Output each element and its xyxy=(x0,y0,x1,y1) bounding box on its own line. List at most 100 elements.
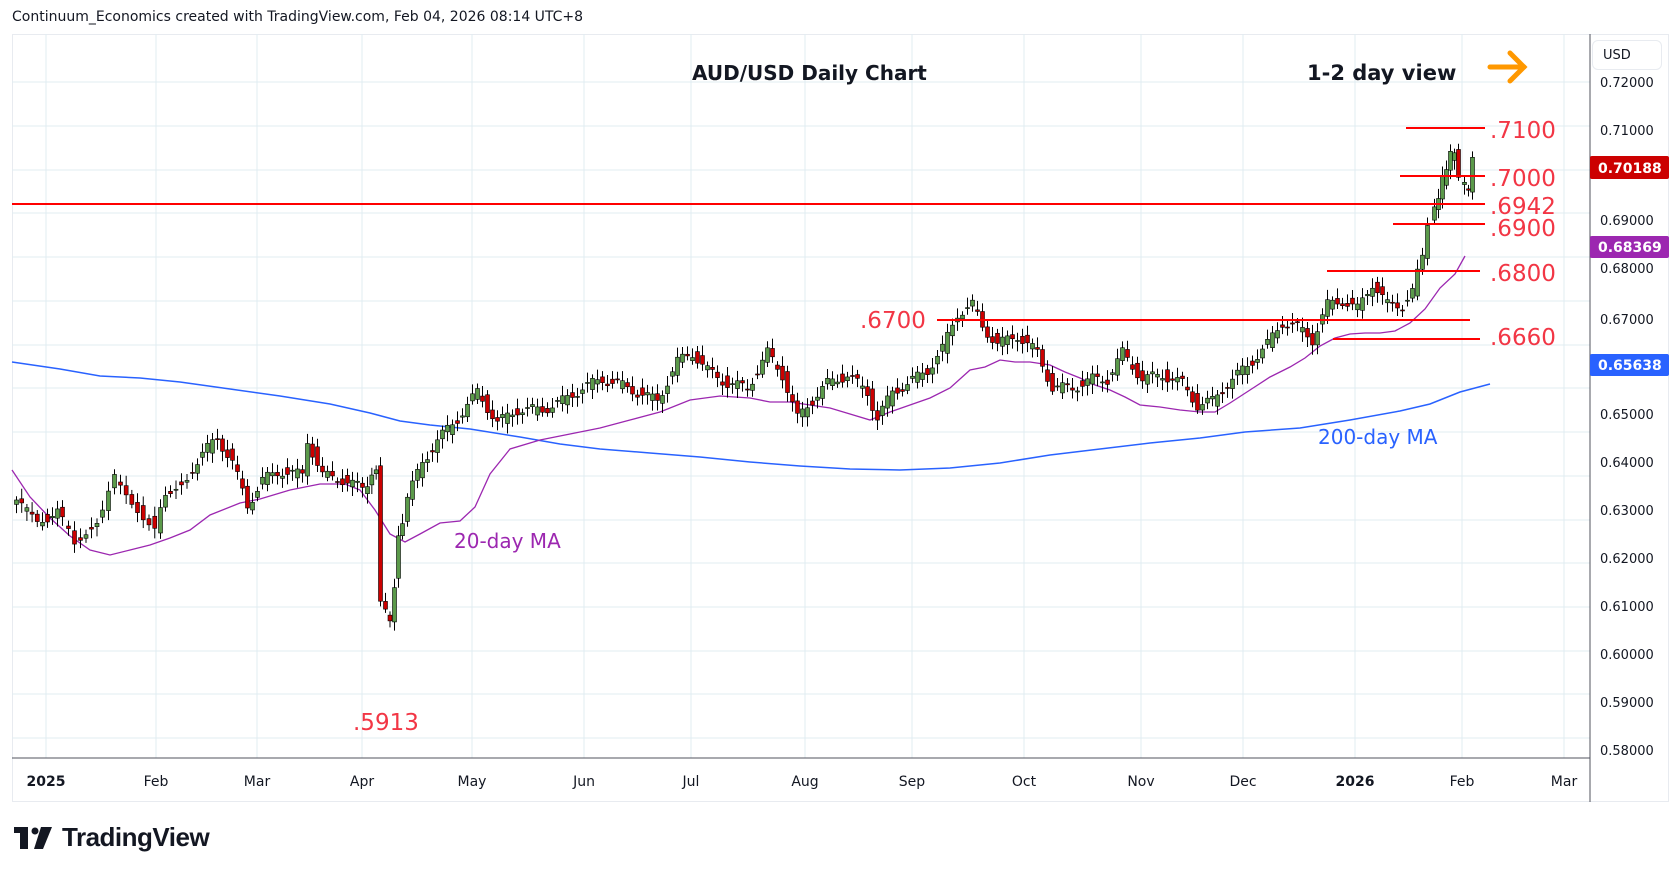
candle xyxy=(1115,358,1120,376)
candle xyxy=(235,464,240,472)
candle xyxy=(700,355,705,365)
candle xyxy=(1260,348,1265,359)
candle xyxy=(525,407,530,409)
candle xyxy=(645,392,650,396)
price-tick: 0.61000 xyxy=(1600,600,1654,615)
time-label: Apr xyxy=(350,774,374,790)
candle xyxy=(1365,294,1370,297)
tradingview-logo[interactable]: TradingView xyxy=(14,822,210,853)
support-resistance-levels xyxy=(12,127,1485,340)
candle xyxy=(1440,176,1445,200)
candle xyxy=(885,395,890,409)
candle xyxy=(405,496,410,522)
candle xyxy=(1135,362,1140,379)
candle xyxy=(1105,379,1110,385)
candle xyxy=(100,509,105,518)
candle xyxy=(795,400,800,414)
candle xyxy=(270,472,275,477)
candle xyxy=(140,505,146,521)
candle xyxy=(915,371,920,383)
candle xyxy=(595,379,600,385)
price-tick: 0.59000 xyxy=(1600,696,1654,711)
candle xyxy=(1375,281,1380,294)
candle xyxy=(1100,381,1105,384)
candle xyxy=(89,527,94,530)
candle xyxy=(1355,303,1360,311)
candle xyxy=(925,368,930,375)
candle xyxy=(225,449,230,458)
currency-selector[interactable]: USD xyxy=(1592,40,1662,70)
candle xyxy=(945,331,950,354)
candle xyxy=(1035,347,1040,350)
candle xyxy=(1290,322,1295,325)
candle xyxy=(625,382,630,388)
candle xyxy=(295,468,300,479)
candle xyxy=(1030,343,1035,350)
candle xyxy=(565,395,570,406)
candle xyxy=(310,443,315,458)
candle xyxy=(1195,393,1200,411)
candle xyxy=(470,393,475,402)
candle xyxy=(985,326,990,338)
candle xyxy=(1120,347,1125,361)
candle xyxy=(290,469,295,472)
candle xyxy=(1235,369,1240,376)
candle xyxy=(340,478,345,486)
candle xyxy=(280,475,285,479)
candle xyxy=(1330,299,1335,310)
candle xyxy=(112,474,117,489)
candle xyxy=(410,480,415,500)
candle xyxy=(94,523,100,527)
price-tick: 0.67000 xyxy=(1600,313,1654,328)
candle xyxy=(750,383,755,391)
candle xyxy=(50,516,55,519)
candle xyxy=(1285,326,1290,329)
candle xyxy=(585,382,590,384)
candle xyxy=(435,439,440,453)
candle xyxy=(510,414,515,418)
candle xyxy=(1045,369,1050,382)
candle xyxy=(710,367,715,370)
ma200-label: 200-day MA xyxy=(1318,425,1438,449)
candle xyxy=(400,523,405,536)
candle xyxy=(1452,152,1457,161)
ma20-label: 20-day MA xyxy=(454,529,561,553)
candle xyxy=(184,480,190,483)
candle xyxy=(735,380,740,389)
candle xyxy=(1005,335,1010,345)
candle xyxy=(1255,359,1260,363)
candle xyxy=(1250,360,1255,366)
price-tick: 0.65000 xyxy=(1600,408,1654,423)
candle xyxy=(560,395,565,405)
price-tick: 0.60000 xyxy=(1600,648,1654,663)
candle xyxy=(1130,364,1135,370)
candle xyxy=(1470,157,1475,193)
candle xyxy=(1040,349,1045,367)
candle xyxy=(685,353,690,357)
candle xyxy=(785,371,790,393)
candle xyxy=(770,348,775,358)
level-label-6700: .6700 xyxy=(860,308,926,334)
candle xyxy=(215,438,220,441)
candle xyxy=(705,365,710,371)
candle xyxy=(1190,391,1195,403)
candle xyxy=(815,396,820,401)
candle xyxy=(445,424,450,433)
candle xyxy=(123,485,129,496)
candle xyxy=(1275,330,1280,339)
candle xyxy=(935,355,940,365)
ma20-value-badge: 0.68369 xyxy=(1590,236,1669,258)
candle xyxy=(530,404,535,407)
level-label-7000: .7000 xyxy=(1490,166,1556,192)
ma200-line xyxy=(11,361,1491,471)
candle xyxy=(163,495,168,508)
candle xyxy=(485,394,490,413)
candle xyxy=(300,469,305,474)
candle xyxy=(245,485,250,509)
candle xyxy=(590,378,595,390)
candle xyxy=(78,537,83,541)
candle xyxy=(315,446,320,466)
candle xyxy=(1415,268,1420,297)
candle xyxy=(1215,394,1220,407)
